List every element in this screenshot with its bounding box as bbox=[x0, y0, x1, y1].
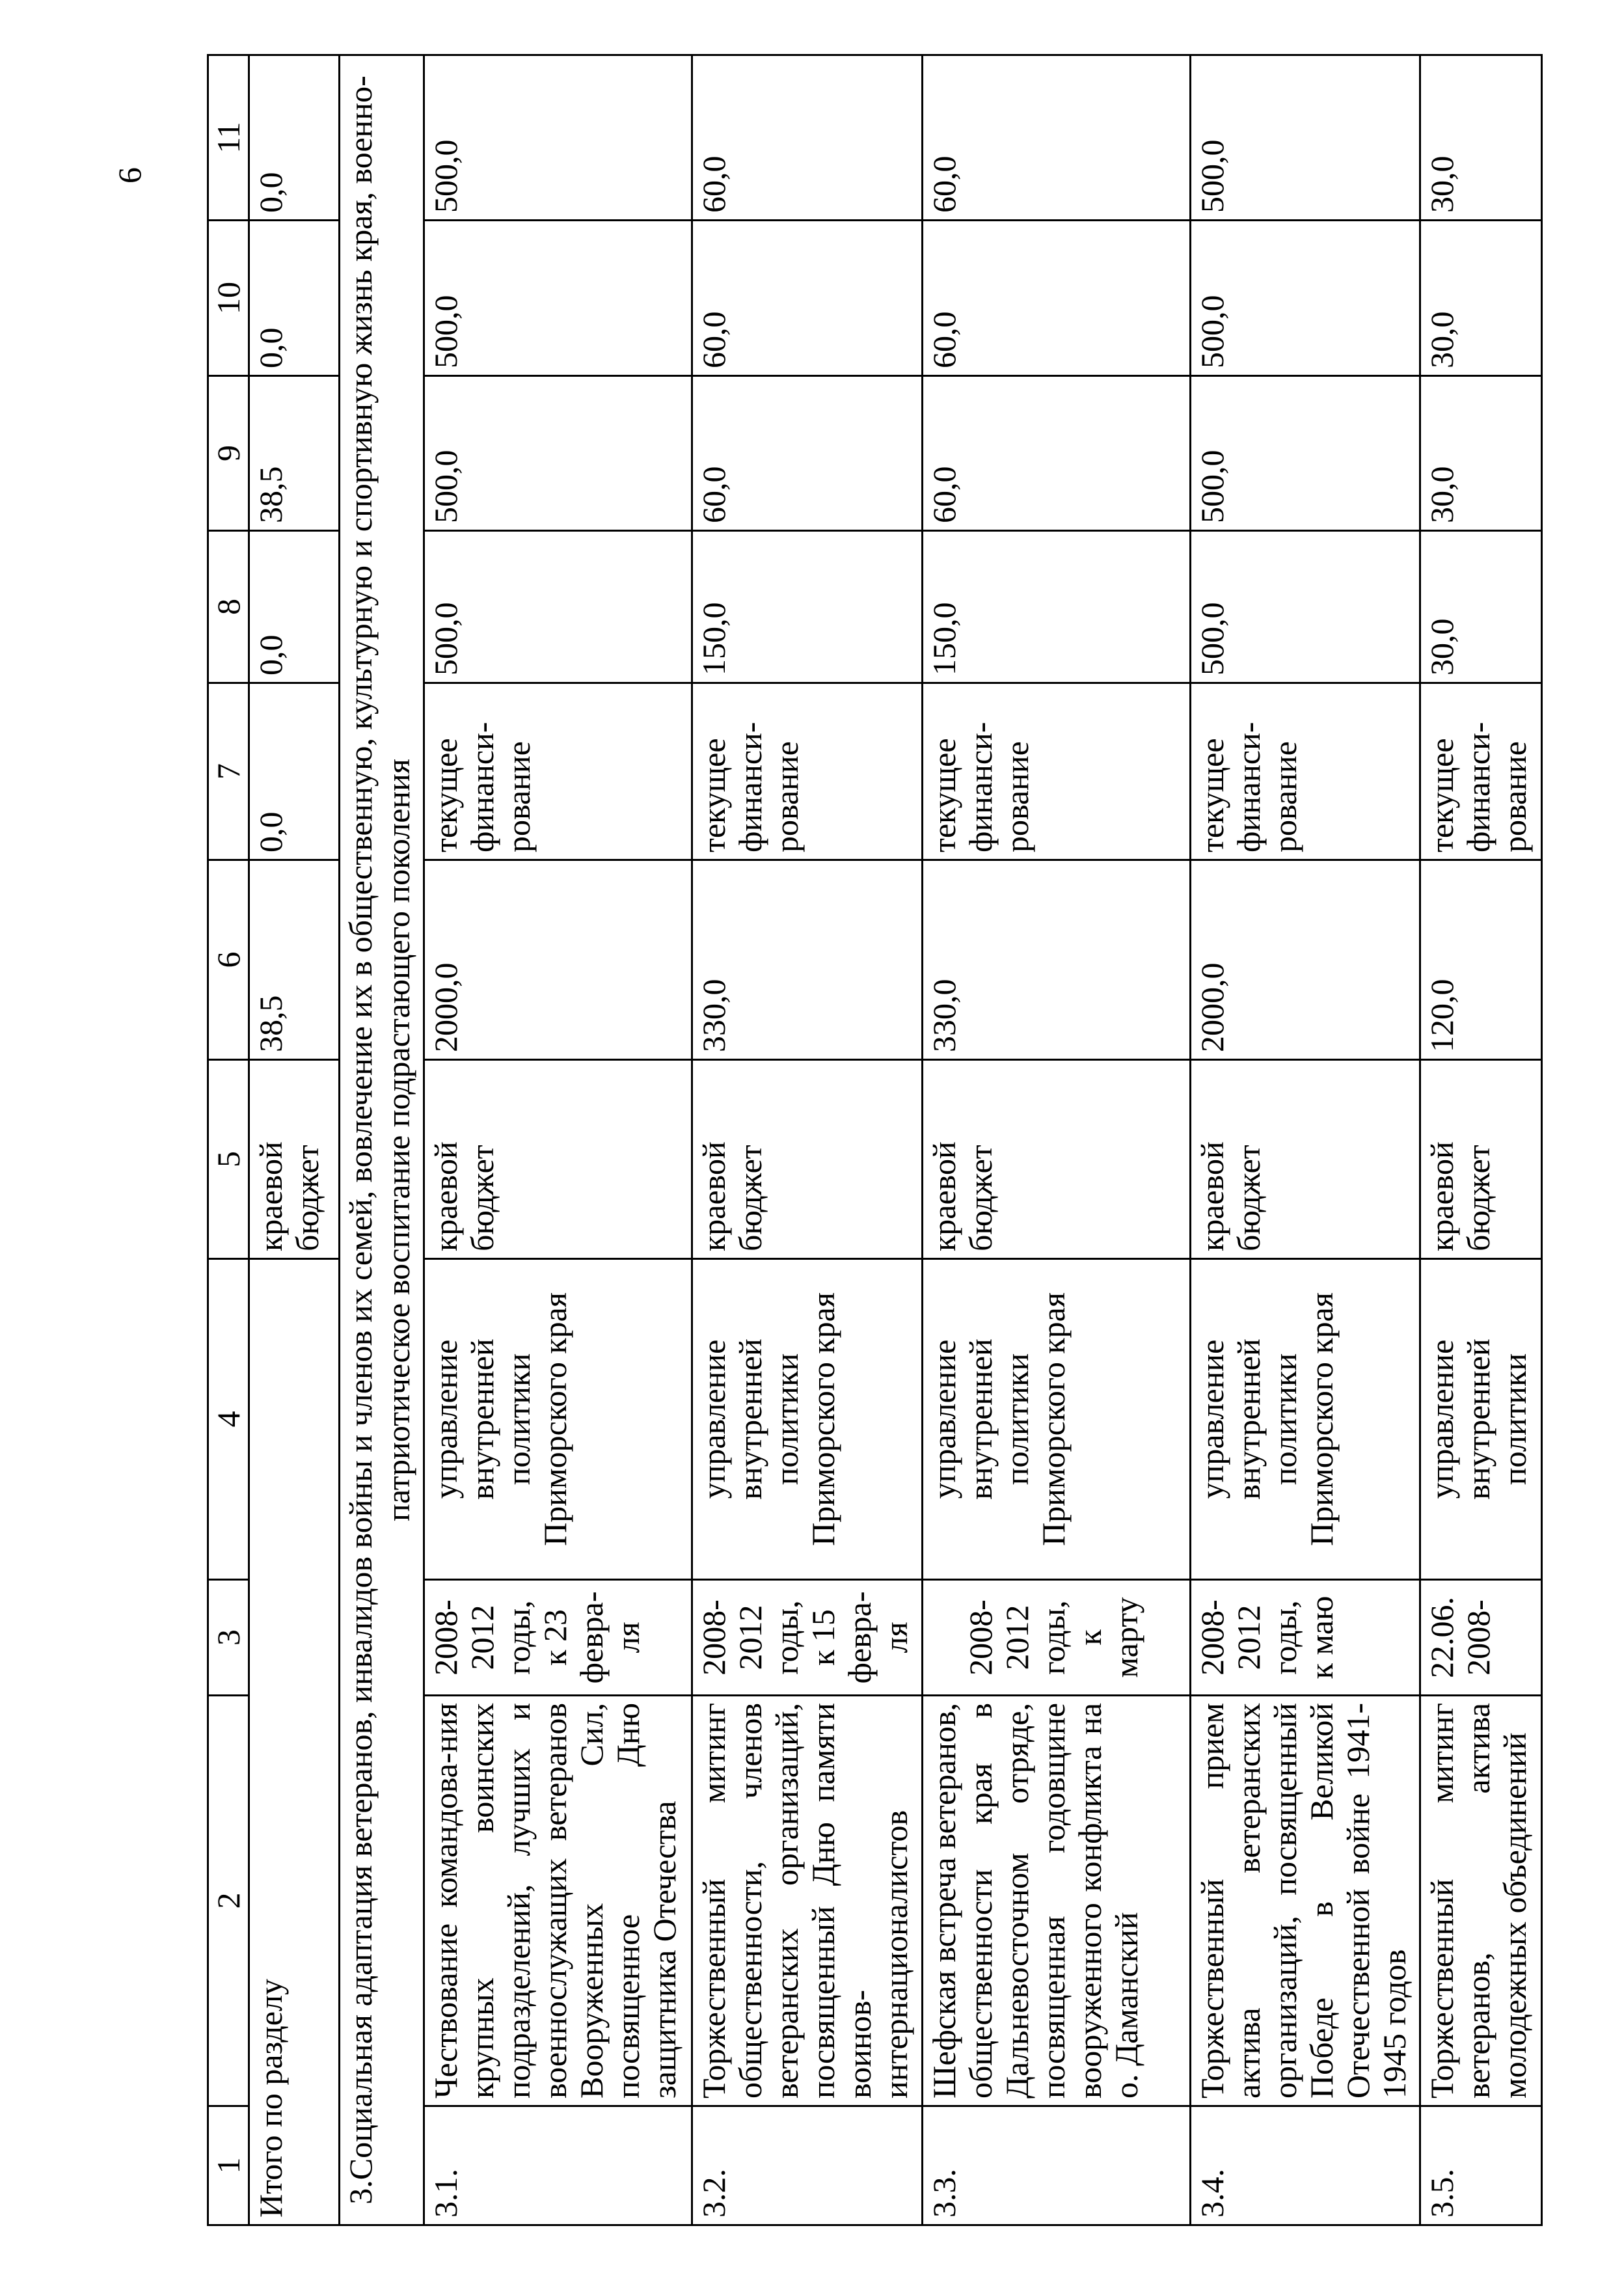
cell-executor: управление внутренней политики bbox=[1420, 1258, 1542, 1580]
cell-source: краевой бюджет bbox=[1190, 1059, 1420, 1259]
total-c11: 0,0 bbox=[249, 55, 340, 221]
total-label: Итого по разделу bbox=[249, 1258, 340, 2225]
cell-num: 3.4. bbox=[1190, 2106, 1420, 2225]
total-c10: 0,0 bbox=[249, 220, 340, 376]
cell-c11: 30,0 bbox=[1420, 55, 1542, 221]
cell-num: 3.1. bbox=[424, 2106, 692, 2225]
cell-source: краевой бюджет bbox=[424, 1059, 692, 1259]
table-row: 3.4. Торжественный прием актива ветеранск… bbox=[1190, 55, 1420, 2225]
table-row: 3.5. Торжественный митинг ветеранов, акти… bbox=[1420, 55, 1542, 2225]
cell-num: 3.3. bbox=[922, 2106, 1191, 2225]
col-header: 9 bbox=[208, 375, 249, 531]
col-header: 10 bbox=[208, 220, 249, 376]
cell-c11: 60,0 bbox=[922, 55, 1191, 221]
col-header: 6 bbox=[208, 860, 249, 1060]
cell-source: краевой бюджет bbox=[922, 1059, 1191, 1259]
cell-c7: текущее финанси- рование bbox=[424, 683, 692, 860]
cell-source: краевой бюджет bbox=[692, 1059, 923, 1259]
col-header: 3 bbox=[208, 1579, 249, 1696]
col-header: 5 bbox=[208, 1059, 249, 1259]
table-row: 3.2. Торжественный митинг общественности,… bbox=[692, 55, 923, 2225]
cell-c7: текущее финанси- рование bbox=[1190, 683, 1420, 860]
cell-executor: управление внутренней политики Приморско… bbox=[922, 1258, 1191, 1580]
cell-term: 22.06. 2008- bbox=[1420, 1579, 1542, 1696]
cell-c10: 60,0 bbox=[692, 220, 923, 376]
cell-c10: 500,0 bbox=[424, 220, 692, 376]
cell-c7: текущее финанси- рование bbox=[922, 683, 1191, 860]
total-c8: 0,0 bbox=[249, 530, 340, 683]
cell-c11: 60,0 bbox=[692, 55, 923, 221]
cell-c6: 120,0 bbox=[1420, 860, 1542, 1060]
cell-c10: 500,0 bbox=[1190, 220, 1420, 376]
cell-num: 3.2. bbox=[692, 2106, 923, 2225]
cell-num: 3.5. bbox=[1420, 2106, 1542, 2225]
cell-name: Торжественный митинг ветеранов, актива м… bbox=[1420, 1695, 1542, 2106]
cell-c9: 60,0 bbox=[692, 375, 923, 531]
cell-c8: 150,0 bbox=[922, 530, 1191, 683]
total-c6: 38,5 bbox=[249, 860, 340, 1060]
cell-c9: 500,0 bbox=[424, 375, 692, 531]
page-number: 6 bbox=[111, 167, 148, 183]
cell-c7: текущее финанси- рование bbox=[1420, 683, 1542, 860]
cell-c6: 330,0 bbox=[922, 860, 1191, 1060]
cell-c11: 500,0 bbox=[424, 55, 692, 221]
cell-name: Чествование командова-ния крупных воинск… bbox=[424, 1695, 692, 2106]
program-table: 1 2 3 4 5 6 7 8 9 10 11 Итого по разделу… bbox=[207, 54, 1543, 2226]
cell-name: Шефская встреча ветеранов, общественност… bbox=[922, 1695, 1191, 2106]
cell-c6: 2000,0 bbox=[1190, 860, 1420, 1060]
cell-source: краевой бюджет bbox=[1420, 1059, 1542, 1259]
cell-c10: 60,0 bbox=[922, 220, 1191, 376]
total-c7: 0,0 bbox=[249, 683, 340, 860]
column-number-row: 1 2 3 4 5 6 7 8 9 10 11 bbox=[208, 55, 249, 2225]
cell-c11: 500,0 bbox=[1190, 55, 1420, 221]
cell-executor: управление внутренней политики Приморско… bbox=[692, 1258, 923, 1580]
cell-term: 2008- 2012 годы, к 15 февра- ля bbox=[692, 1579, 923, 1696]
cell-term: 2008- 2012 годы, к 23 февра- ля bbox=[424, 1579, 692, 1696]
cell-term: 2008- 2012 годы, к маю bbox=[1190, 1579, 1420, 1696]
col-header: 8 bbox=[208, 530, 249, 683]
total-source: краевой бюджет bbox=[249, 1059, 340, 1259]
table-row: 3.1. Чествование командова-ния крупных во… bbox=[424, 55, 692, 2225]
cell-c8: 150,0 bbox=[692, 530, 923, 683]
cell-c10: 30,0 bbox=[1420, 220, 1542, 376]
col-header: 7 bbox=[208, 683, 249, 860]
col-header: 11 bbox=[208, 55, 249, 221]
cell-c9: 60,0 bbox=[922, 375, 1191, 531]
cell-c7: текущее финанси- рование bbox=[692, 683, 923, 860]
section-row: 3.Социальная адаптация ветеранов, инвали… bbox=[339, 55, 424, 2225]
total-row: Итого по разделу краевой бюджет 38,5 0,0… bbox=[249, 55, 340, 2225]
col-header: 4 bbox=[208, 1258, 249, 1580]
cell-c6: 2000,0 bbox=[424, 860, 692, 1060]
cell-c8: 30,0 bbox=[1420, 530, 1542, 683]
section-title: 3.Социальная адаптация ветеранов, инвали… bbox=[339, 55, 424, 2225]
col-header: 1 bbox=[208, 2106, 249, 2225]
col-header: 2 bbox=[208, 1695, 249, 2106]
cell-c6: 330,0 bbox=[692, 860, 923, 1060]
table-row: 3.3. Шефская встреча ветеранов, обществен… bbox=[922, 55, 1191, 2225]
cell-name: Торжественный митинг общественности, чле… bbox=[692, 1695, 923, 2106]
cell-name: Торжественный прием актива ветеранских о… bbox=[1190, 1695, 1420, 2106]
total-c9: 38,5 bbox=[249, 375, 340, 531]
cell-c8: 500,0 bbox=[424, 530, 692, 683]
cell-c8: 500,0 bbox=[1190, 530, 1420, 683]
cell-c9: 500,0 bbox=[1190, 375, 1420, 531]
cell-term: 2008- 2012 годы, к марту bbox=[922, 1579, 1191, 1696]
cell-executor: управление внутренней политики Приморско… bbox=[1190, 1258, 1420, 1580]
cell-c9: 30,0 bbox=[1420, 375, 1542, 531]
cell-executor: управление внутренней политики Приморско… bbox=[424, 1258, 692, 1580]
